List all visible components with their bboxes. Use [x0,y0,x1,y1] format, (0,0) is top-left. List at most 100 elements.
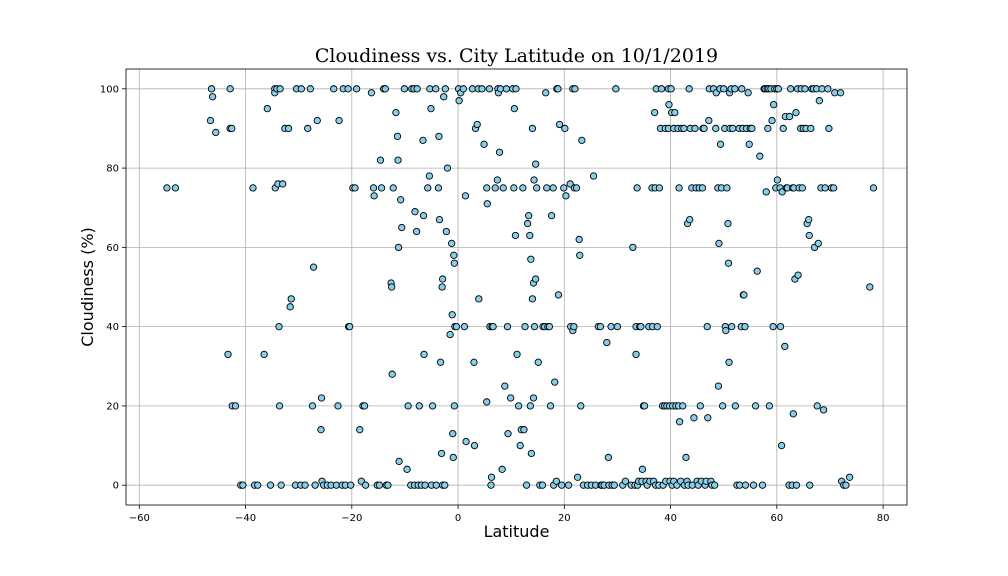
data-point [690,414,698,422]
data-point [792,481,801,489]
data-point [665,101,673,109]
data-point [866,283,874,291]
data-point [411,208,419,216]
data-point [578,136,586,145]
data-point [301,481,309,489]
data-point [527,449,536,458]
data-point [770,101,778,109]
data-point [452,322,461,331]
data-point [400,85,409,93]
data-point [446,330,454,339]
data-point [276,85,284,93]
data-point [551,378,559,386]
data-point [462,437,470,446]
data-point [275,322,283,331]
data-point [461,192,470,200]
plot-frame [125,68,908,506]
data-point [425,172,434,180]
data-point [526,402,534,410]
data-point [435,215,444,224]
data-point [531,275,540,283]
data-point [534,358,542,366]
data-point [815,97,823,105]
data-point [724,219,732,228]
data-point [604,453,613,462]
data-point [434,184,443,192]
axis-ticks: −60 −40 −20 0 20 40 60 80 0 20 40 60 80 100 [100,84,890,524]
x-tick-label: 40 [664,513,677,524]
data-point [384,481,392,489]
data-point [762,188,770,196]
data-point [638,465,647,473]
data-point [546,402,555,410]
data-point [711,481,719,489]
y-tick-label: 100 [100,84,119,95]
data-point [522,481,531,489]
data-point [718,402,727,410]
data-point [263,104,271,113]
data-point [512,85,520,93]
data-point [388,370,396,378]
data-point [723,184,731,192]
data-point [381,85,389,93]
data-point [785,112,794,121]
data-point [528,295,537,303]
data-point [787,85,795,93]
data-points [163,85,878,489]
data-point [450,251,458,259]
data-point [703,322,711,331]
data-point [576,251,584,259]
data-point [501,382,509,390]
data-point [487,473,496,481]
data-point [448,311,456,319]
data-point [480,140,488,148]
data-point [527,255,535,263]
data-point [764,124,772,133]
data-point [821,184,829,192]
data-point [260,350,268,359]
data-point [483,184,491,192]
data-point [171,184,180,192]
data-point [521,322,529,331]
data-point [768,116,776,125]
data-point [836,89,845,97]
data-point [352,85,361,93]
data-point [824,85,832,93]
data-point [435,132,443,141]
data-point [675,184,683,192]
data-point [449,429,457,438]
data-point [460,322,469,331]
data-point [470,441,479,450]
data-point [510,104,519,113]
data-point [367,89,376,97]
data-point [716,140,725,148]
data-point [254,481,262,489]
data-point [370,192,378,200]
x-axis-label: Latitude [484,522,550,541]
data-point [375,481,384,489]
data-point [725,358,733,366]
data-point [794,271,802,279]
data-point [351,184,359,192]
data-point [239,481,247,489]
data-point [696,402,704,410]
data-point [226,85,234,93]
data-point [561,124,569,133]
data-point [679,402,687,410]
data-point [728,322,736,331]
data-point [389,184,397,192]
data-point [632,350,640,359]
data-point [449,453,457,462]
data-point [801,85,809,93]
data-point [562,192,570,200]
data-point [224,350,232,359]
data-point [776,322,785,331]
data-point [830,184,838,192]
data-point [650,108,659,117]
data-point [819,406,828,414]
data-point [450,402,458,410]
data-point [436,358,445,366]
data-point [228,124,236,133]
data-point [779,124,787,133]
data-point [675,418,684,426]
